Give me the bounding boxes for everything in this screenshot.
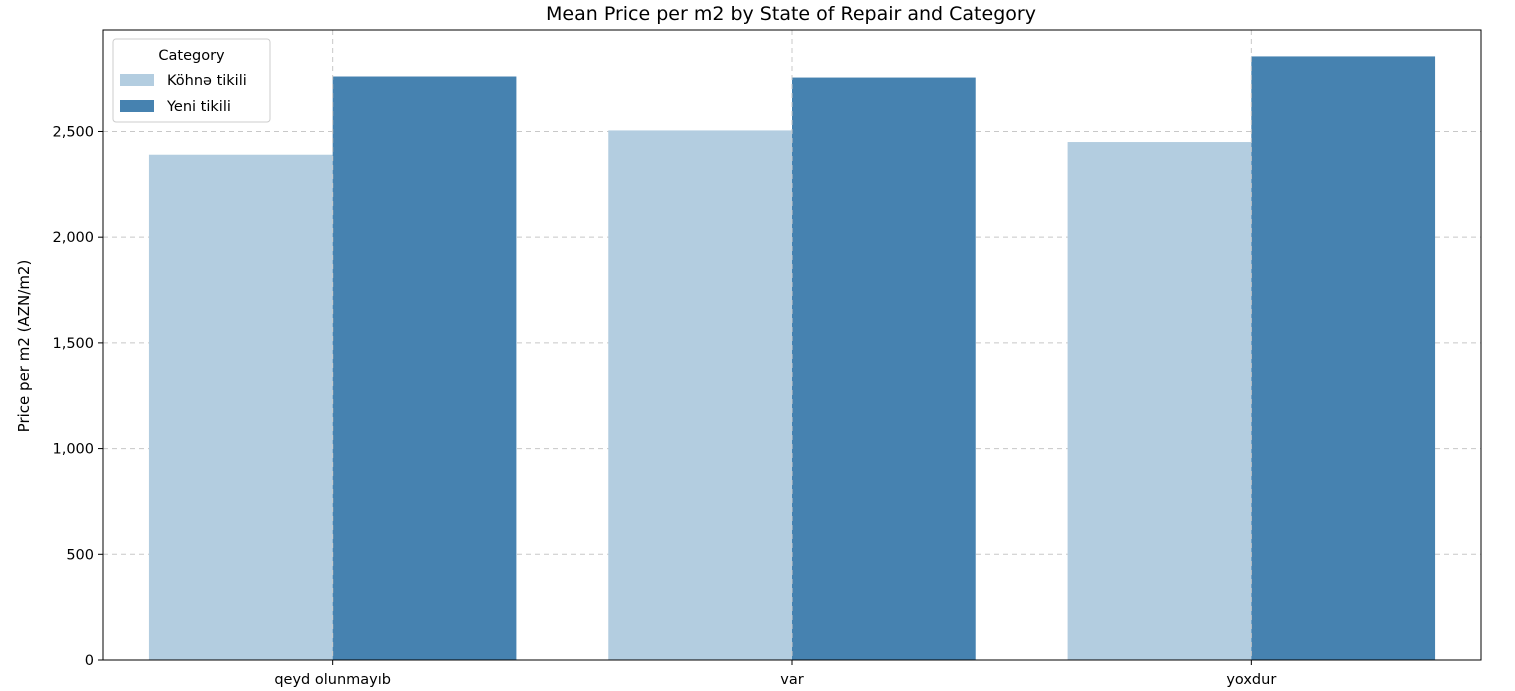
bars-layer [148,56,1436,661]
y-tick-label: 1,500 [52,336,94,352]
y-tick-label: 500 [66,547,94,563]
x-tick-label: yoxdur [1226,672,1276,688]
legend-swatch [120,74,154,86]
y-tick-label: 2,000 [52,230,94,246]
bar [608,130,792,661]
x-tick-label: qeyd olunmayıb [274,672,391,688]
legend-label: Yeni tikili [166,99,231,115]
legend: Category Köhnə tikili Yeni tikili [112,38,271,123]
bar [792,77,976,660]
legend-label: Köhnə tikili [167,73,247,89]
bar [1251,56,1436,661]
y-axis-label: Price per m2 (AZN/m2) [15,260,33,433]
legend-title: Category [158,48,225,64]
bar [1067,142,1252,660]
x-tick-label: var [780,672,803,688]
chart-title: Mean Price per m2 by State of Repair and… [546,3,1036,25]
y-tick-label: 2,500 [52,124,94,140]
ticks-layer: 0 500 1,000 1,500 2,000 2,500 qeyd olunmayıb va… [52,124,1276,688]
bar [148,154,333,660]
legend-swatch [120,100,154,112]
y-tick-label: 1,000 [52,442,94,458]
y-tick-label: 0 [85,653,94,669]
bar [332,76,517,660]
